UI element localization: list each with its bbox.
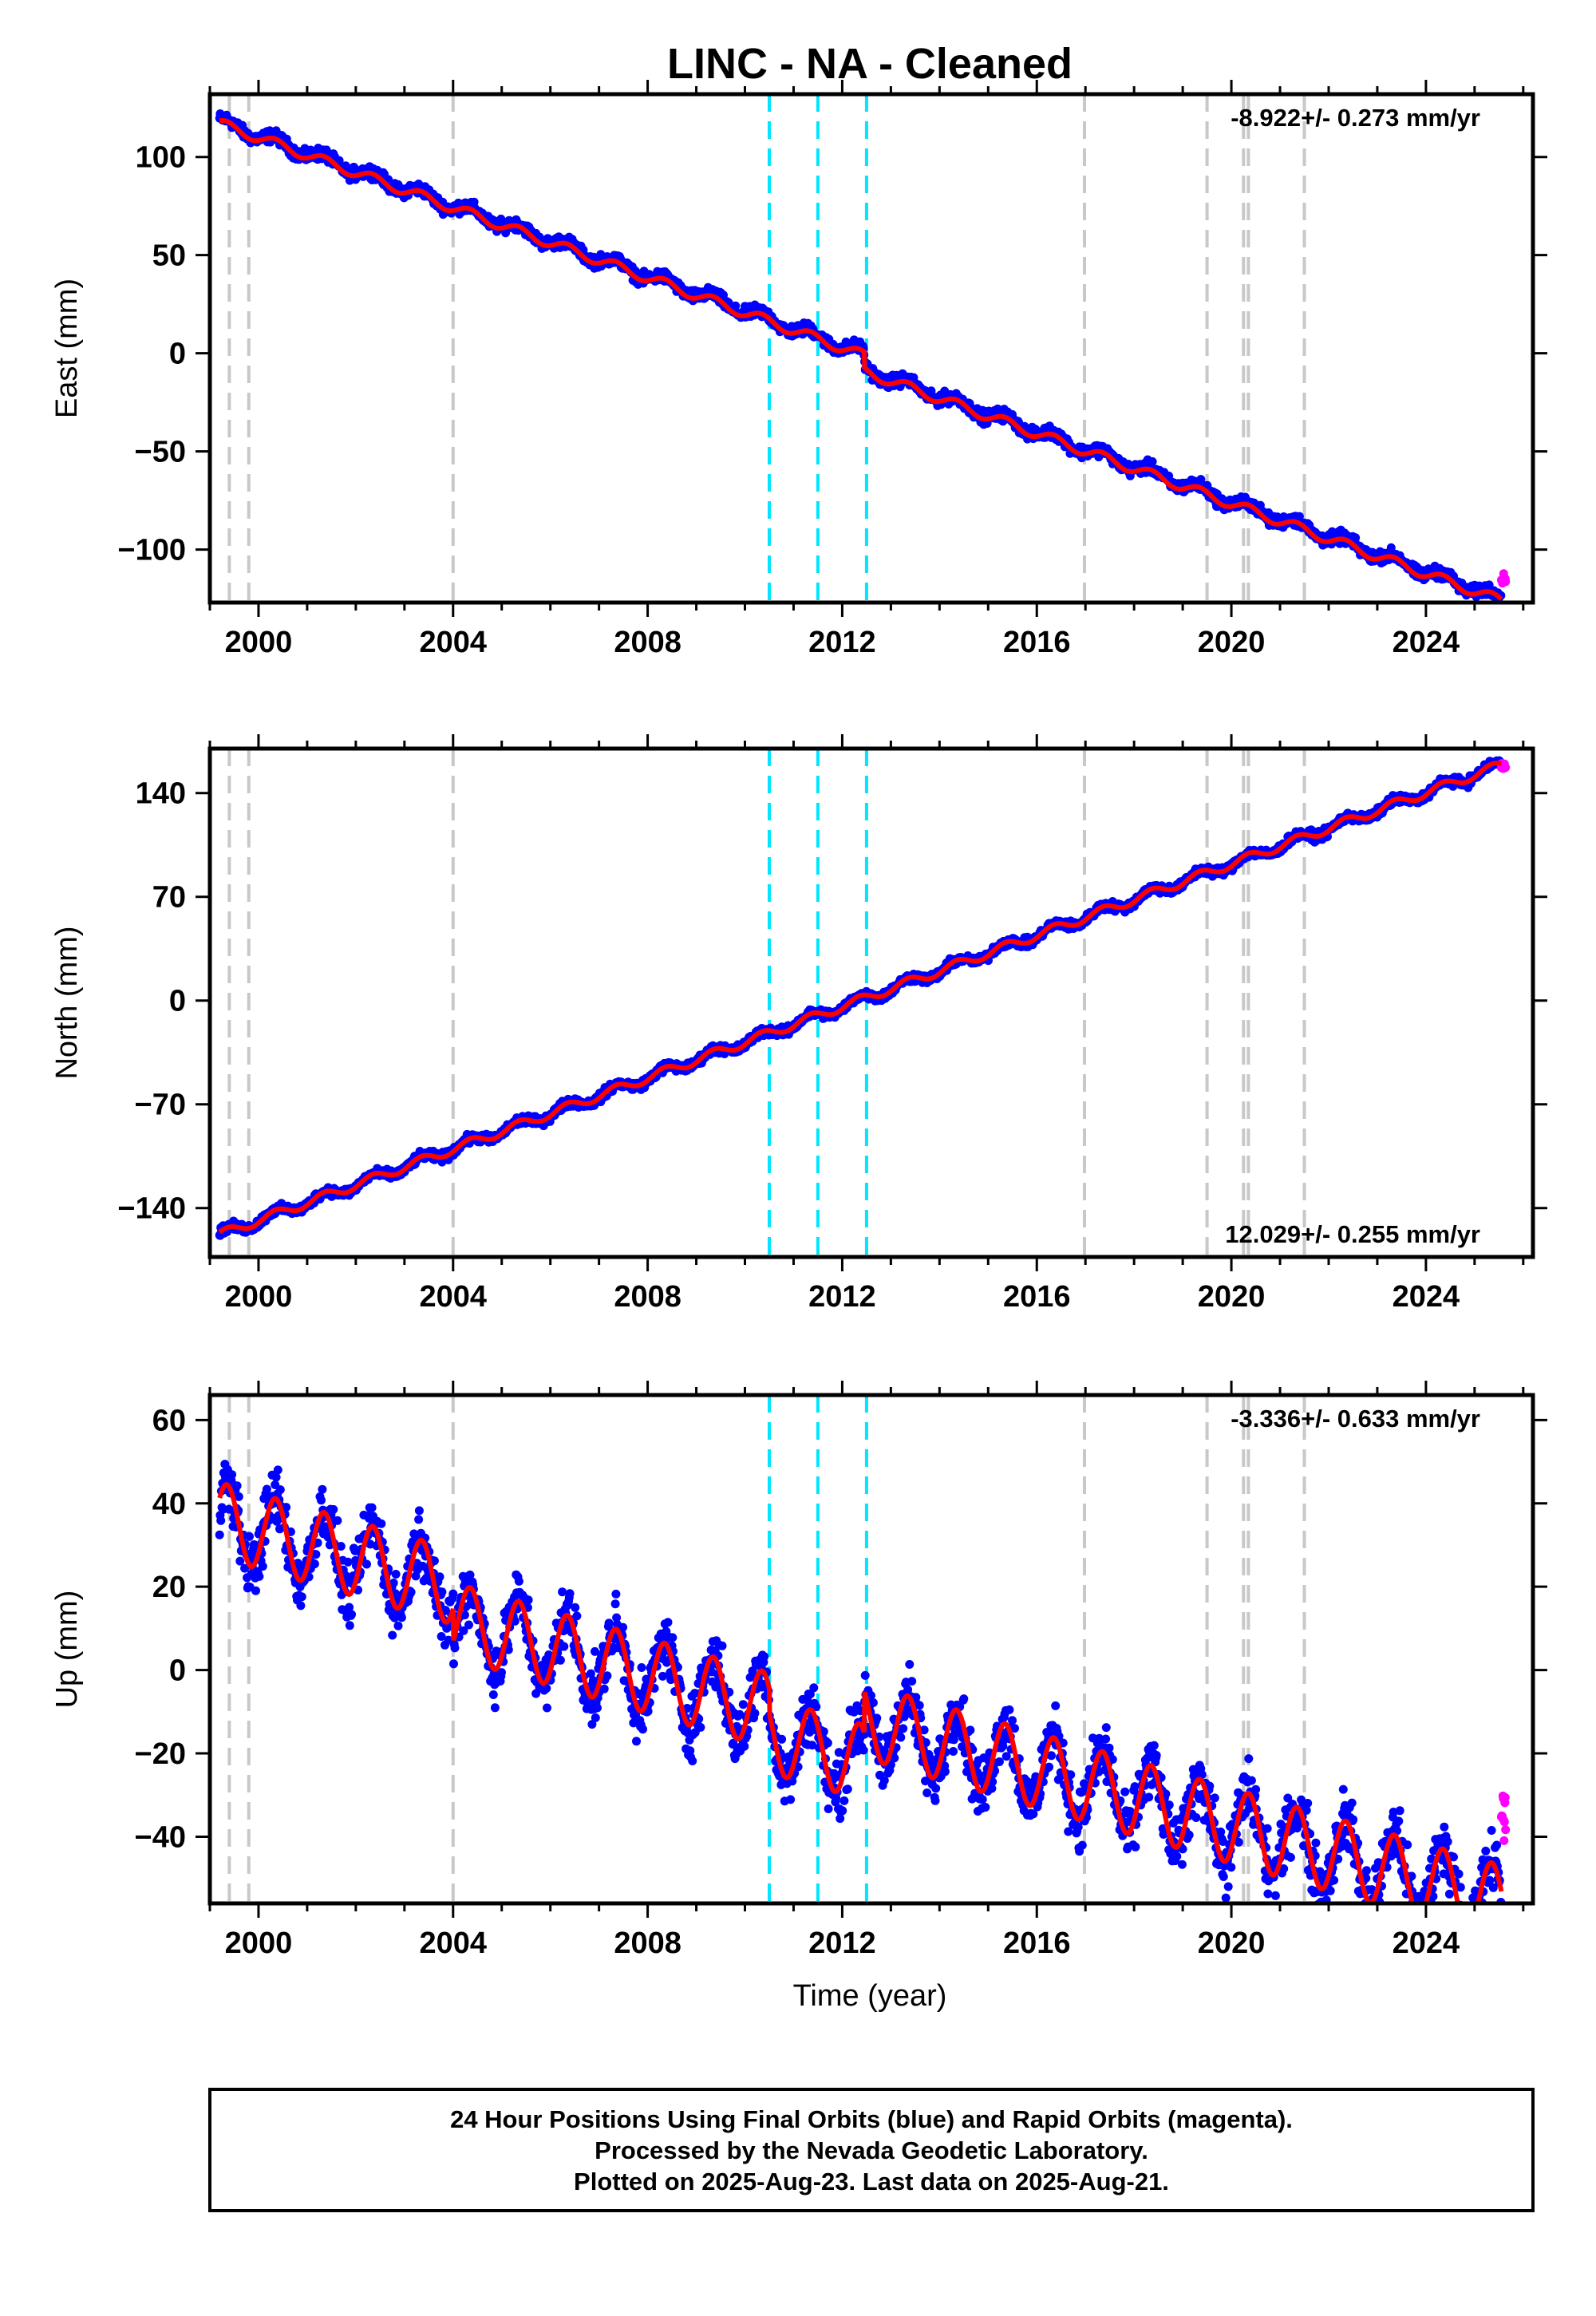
data-point [232, 1481, 242, 1491]
y-axis-label: North (mm) [50, 926, 84, 1079]
x-tick-label: 2020 [1198, 626, 1266, 659]
y-axis-label: East (mm) [50, 279, 84, 418]
data-point [343, 1557, 353, 1567]
y-tick-label: 140 [136, 777, 186, 811]
x-tick-label: 2020 [1198, 1280, 1266, 1314]
data-point [310, 1559, 319, 1569]
data-point [275, 1485, 285, 1495]
data-point [1148, 456, 1157, 466]
y-tick-label: 0 [169, 338, 186, 371]
data-point [362, 1559, 371, 1569]
x-tick-label: 2000 [225, 1280, 293, 1314]
x-tick-label: 2016 [1003, 1280, 1071, 1314]
model-line [218, 761, 1502, 1235]
plot-area [215, 749, 1511, 1257]
x-tick-label: 2004 [420, 1280, 488, 1314]
data-point [397, 1613, 406, 1622]
data-point [388, 1630, 397, 1640]
y-tick-label: −100 [117, 534, 186, 567]
x-tick-label: 2012 [808, 1280, 876, 1314]
data-point [235, 1556, 245, 1566]
series-final-orbits [215, 1460, 1506, 1903]
y-tick-label: 100 [136, 141, 186, 175]
data-point [367, 1503, 377, 1512]
y-tick-label: −140 [117, 1192, 186, 1226]
y-tick-label: 70 [152, 881, 186, 915]
data-point [329, 1504, 338, 1514]
series-rapid-orbits [1496, 569, 1511, 588]
data-point [1501, 763, 1511, 773]
x-tick-label: 2008 [614, 1280, 681, 1314]
data-point [391, 1570, 401, 1579]
x-tick-label: 2024 [1393, 1280, 1460, 1314]
x-tick-label: 2004 [420, 626, 488, 659]
chart-title: LINC - NA - Cleaned [667, 40, 1073, 88]
x-tick-label: 2008 [614, 626, 681, 659]
panel-up: 2000 2004 2008 2012 2016 2020 20246040200−20−4… [50, 1381, 1547, 1960]
data-point [273, 1465, 282, 1475]
data-point [347, 1610, 356, 1619]
data-point [318, 1484, 327, 1494]
y-tick-label: −70 [135, 1089, 186, 1122]
panel-north: 2000 2004 2008 2012 2016 2020 2024 140 70 0 −70 −14… [50, 734, 1547, 1314]
data-point [333, 1516, 342, 1525]
data-point [255, 1571, 264, 1581]
x-tick-label: 2000 [225, 626, 293, 659]
y-tick-label: 50 [152, 239, 186, 273]
plot-area [215, 94, 1511, 603]
data-point [1351, 533, 1361, 543]
data-point [258, 1562, 267, 1571]
panel-east: 2000 2004 2008 2012 2016 2020 2024 100 50 0 −50 −10… [50, 80, 1547, 659]
x-tick-label: 2024 [1393, 626, 1460, 659]
rate-label: 12.029+/- 0.255 mm/yr [1225, 1220, 1480, 1248]
data-point [414, 1506, 424, 1516]
y-tick-label: 0 [169, 985, 186, 1018]
data-point [251, 1586, 260, 1595]
plot-frame [207, 92, 1535, 605]
data-point [245, 1531, 254, 1541]
data-point [227, 1470, 237, 1480]
data-point [345, 1621, 354, 1630]
plot-area [215, 1395, 1511, 1903]
x-tick-label: 2012 [808, 626, 876, 659]
data-point [215, 1530, 224, 1539]
data-point [317, 1496, 326, 1505]
x-tick-label: 2016 [1003, 626, 1071, 659]
rate-label: -8.922+/- 0.273 mm/yr [1231, 104, 1480, 132]
data-point [377, 1519, 386, 1528]
data-point [271, 1472, 281, 1482]
data-point [414, 1515, 424, 1524]
data-point [926, 386, 936, 396]
data-point [297, 1592, 306, 1602]
data-point [262, 1484, 271, 1494]
data-point [1294, 512, 1304, 521]
data-point [216, 1516, 226, 1525]
data-point [296, 1601, 306, 1611]
data-point [731, 301, 741, 310]
y-tick-label: −50 [135, 436, 186, 469]
data-point [1501, 577, 1511, 587]
data-point [393, 1621, 403, 1630]
